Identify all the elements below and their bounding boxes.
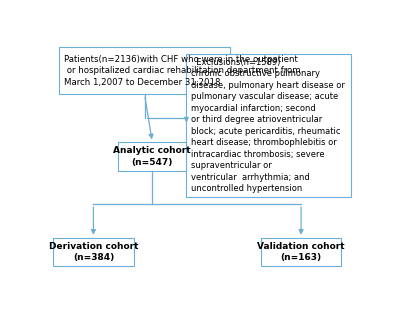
Text: Validation cohort
(n=163): Validation cohort (n=163) [257,242,345,262]
Text: Analytic cohort
(n=547): Analytic cohort (n=547) [114,146,191,167]
Text: Derivation cohort
(n=384): Derivation cohort (n=384) [49,242,138,262]
FancyBboxPatch shape [186,54,351,197]
Text: Exclusions(n=1589)
chronic obstructive pulmonary
disease, pulmonary heart diseas: Exclusions(n=1589) chronic obstructive p… [191,58,345,193]
FancyBboxPatch shape [261,238,342,266]
Text: Patients(n=2136)with CHF who were in the outpatient
 or hospitalized cardiac reh: Patients(n=2136)with CHF who were in the… [64,55,300,86]
FancyBboxPatch shape [118,142,186,171]
FancyBboxPatch shape [59,47,230,95]
FancyBboxPatch shape [53,238,134,266]
